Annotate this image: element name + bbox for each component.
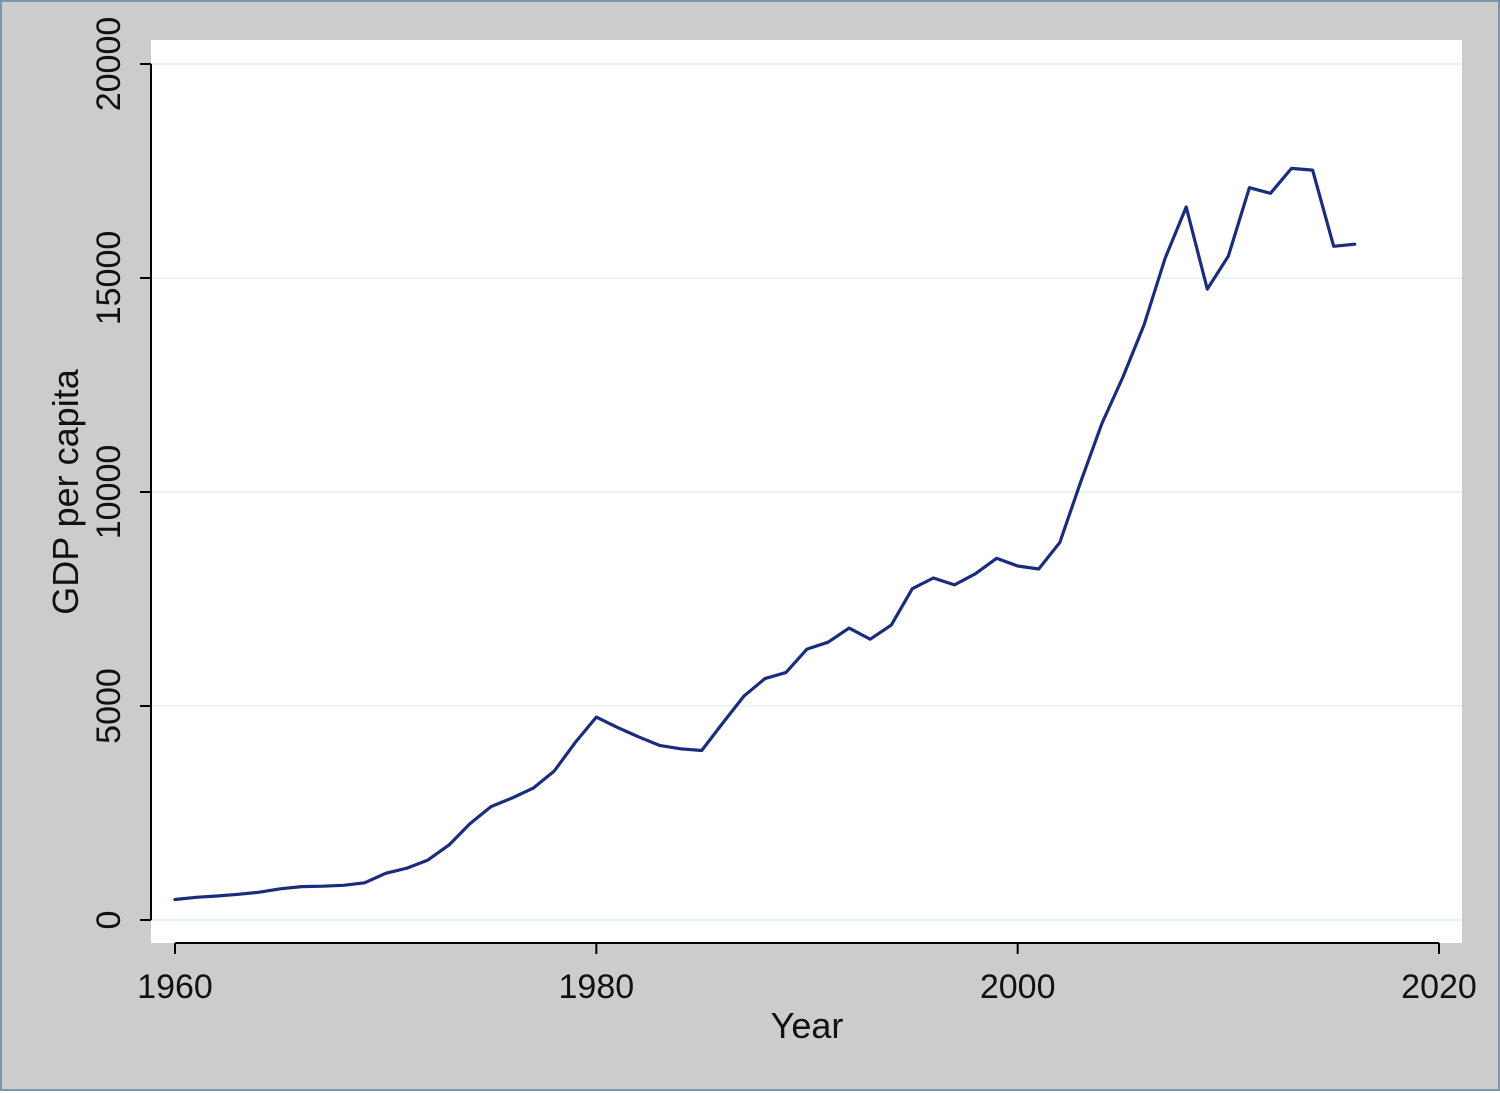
x-tick-label: 2020: [1401, 968, 1477, 1006]
series-line-0: [173, 166, 1357, 902]
y-tick-label: 15000: [90, 231, 128, 326]
x-tick-label: 1980: [559, 968, 635, 1006]
series-layer: [173, 166, 1357, 902]
y-axis-title: GDP per capita: [45, 368, 86, 614]
axes: 0 5000 10000 15000 20000 1960 1980 2000 2020: [90, 17, 1477, 1006]
y-tick-label: 20000: [90, 17, 128, 112]
x-tick-label: 1960: [137, 968, 213, 1006]
y-tick-label: 10000: [90, 445, 128, 540]
y-tick-label: 5000: [90, 668, 128, 744]
x-axis-title: Year: [771, 1005, 844, 1046]
y-tick-label: 0: [90, 911, 128, 930]
gridlines: [151, 63, 1462, 921]
x-tick-label: 2000: [980, 968, 1056, 1006]
